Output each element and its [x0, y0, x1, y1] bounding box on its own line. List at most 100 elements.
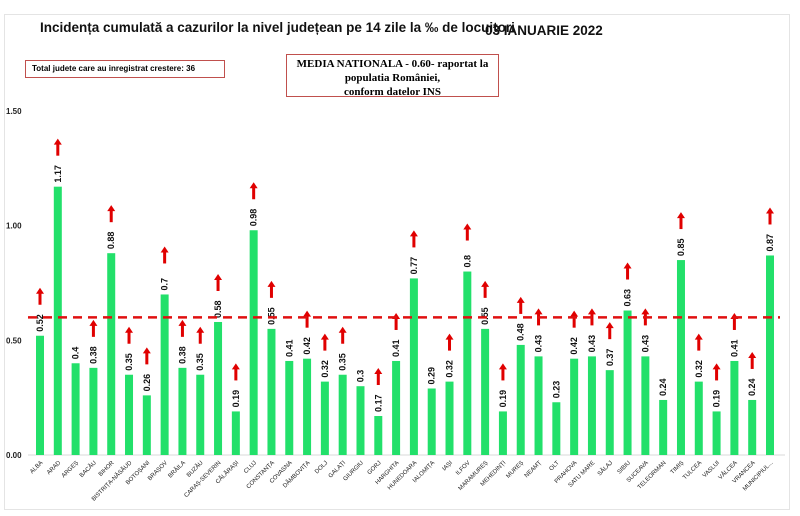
increase-arrow-head-icon — [338, 326, 347, 333]
data-label: 0.41 — [729, 339, 739, 357]
increase-arrow-icon — [341, 331, 345, 344]
increase-arrow-icon — [38, 292, 42, 305]
national-average-line2: conform datelor INS — [344, 86, 441, 98]
increase-arrow-head-icon — [623, 262, 632, 269]
chart-frame — [4, 14, 790, 510]
bar-32 — [605, 370, 614, 455]
bar-20 — [392, 360, 401, 455]
y-tick-label: 0.00 — [6, 451, 22, 460]
bar-25 — [481, 328, 490, 455]
data-label: 0.26 — [142, 374, 152, 392]
x-tick-label: OLT — [549, 460, 561, 472]
x-tick-label: ARAD — [46, 460, 63, 477]
data-label: 0.4 — [71, 347, 81, 360]
data-label: 0.8 — [462, 255, 472, 268]
increase-arrow-head-icon — [142, 347, 151, 354]
y-tick-label: 1.00 — [6, 222, 22, 231]
bar-0 — [36, 335, 44, 455]
increase-arrow-head-icon — [409, 230, 418, 237]
data-label: 0.41 — [284, 339, 294, 357]
data-label: 0.35 — [195, 353, 205, 371]
data-label: 0.98 — [249, 209, 259, 227]
increase-arrow-head-icon — [534, 308, 543, 315]
increase-arrow-icon — [768, 212, 772, 225]
bar-11 — [231, 411, 240, 455]
bar-12 — [249, 230, 258, 455]
increase-arrow-icon — [519, 301, 523, 314]
data-label: 0.41 — [391, 339, 401, 357]
increase-arrow-head-icon — [676, 212, 685, 219]
national-average-line1: MEDIA NATIONALA - 0.60- raportat la popu… — [296, 58, 489, 84]
x-tick-label: GORJ — [367, 460, 383, 476]
bar-18 — [356, 386, 365, 455]
x-tick-label: TULCEA — [682, 460, 703, 481]
increase-arrow-icon — [590, 313, 594, 326]
bar-2 — [71, 363, 80, 455]
increase-arrow-icon — [501, 368, 505, 381]
increase-arrow-head-icon — [587, 308, 596, 315]
increase-arrow-icon — [56, 143, 60, 156]
y-tick-label: 0.50 — [6, 336, 22, 345]
total-increase-box: Total judete care au inregistrat crester… — [25, 60, 225, 78]
data-label: 0.48 — [516, 323, 526, 341]
increase-arrow-head-icon — [766, 207, 774, 214]
bar-1 — [53, 186, 62, 455]
increase-arrow-head-icon — [463, 223, 472, 230]
increase-arrow-icon — [697, 338, 701, 351]
increase-arrow-icon — [750, 356, 754, 369]
data-label: 0.42 — [569, 337, 579, 355]
increase-arrow-head-icon — [570, 310, 579, 317]
increase-arrow-head-icon — [320, 333, 329, 340]
increase-arrow-head-icon — [36, 287, 44, 294]
data-label: 0.17 — [373, 394, 383, 412]
bar-40 — [748, 399, 757, 455]
bar-13 — [267, 328, 276, 455]
increase-arrow-head-icon — [641, 308, 650, 315]
bar-10 — [214, 321, 223, 455]
increase-arrow-icon — [109, 210, 113, 223]
bar-39 — [730, 360, 739, 455]
increase-arrow-icon — [679, 217, 683, 230]
increase-arrow-icon — [180, 324, 184, 337]
data-label: 0.43 — [534, 335, 544, 353]
increase-arrow-head-icon — [748, 351, 757, 358]
data-label: 0.32 — [694, 360, 704, 378]
x-tick-label: BRĂILA — [167, 459, 187, 479]
data-label: 0.29 — [427, 367, 437, 385]
increase-arrow-icon — [323, 338, 327, 351]
data-label: 0.23 — [551, 381, 561, 399]
data-label: 0.24 — [747, 378, 757, 396]
bar-31 — [587, 356, 596, 455]
bar-28 — [534, 356, 543, 455]
x-tick-label: CLUJ — [243, 460, 258, 475]
bar-22 — [427, 388, 436, 455]
increase-arrow-icon — [572, 315, 576, 328]
bar-36 — [676, 260, 685, 455]
increase-arrow-icon — [376, 373, 380, 386]
data-label: 0.42 — [302, 337, 312, 355]
increase-arrow-head-icon — [498, 363, 507, 370]
increase-arrow-head-icon — [196, 326, 205, 333]
increase-arrow-icon — [732, 317, 736, 330]
bar-9 — [196, 374, 205, 455]
increase-arrow-head-icon — [178, 319, 187, 326]
bar-17 — [338, 374, 347, 455]
increase-arrow-icon — [394, 317, 398, 330]
data-label: 0.32 — [320, 360, 330, 378]
x-tick-label: ALBA — [29, 460, 44, 475]
bar-35 — [659, 399, 668, 455]
bar-5 — [125, 374, 134, 455]
increase-arrow-icon — [127, 331, 131, 344]
bar-8 — [178, 367, 187, 455]
increase-arrow-icon — [643, 313, 647, 326]
bar-33 — [623, 310, 632, 455]
increase-arrow-icon — [448, 338, 452, 351]
increase-arrow-icon — [715, 368, 719, 381]
data-label: 0.32 — [445, 360, 455, 378]
data-label: 0.3 — [355, 370, 365, 383]
bar-3 — [89, 367, 98, 455]
increase-arrow-head-icon — [107, 205, 116, 212]
x-tick-label: IAȘI — [442, 460, 454, 472]
x-tick-label: TIMIȘ — [670, 460, 686, 476]
increase-arrow-head-icon — [481, 280, 490, 287]
